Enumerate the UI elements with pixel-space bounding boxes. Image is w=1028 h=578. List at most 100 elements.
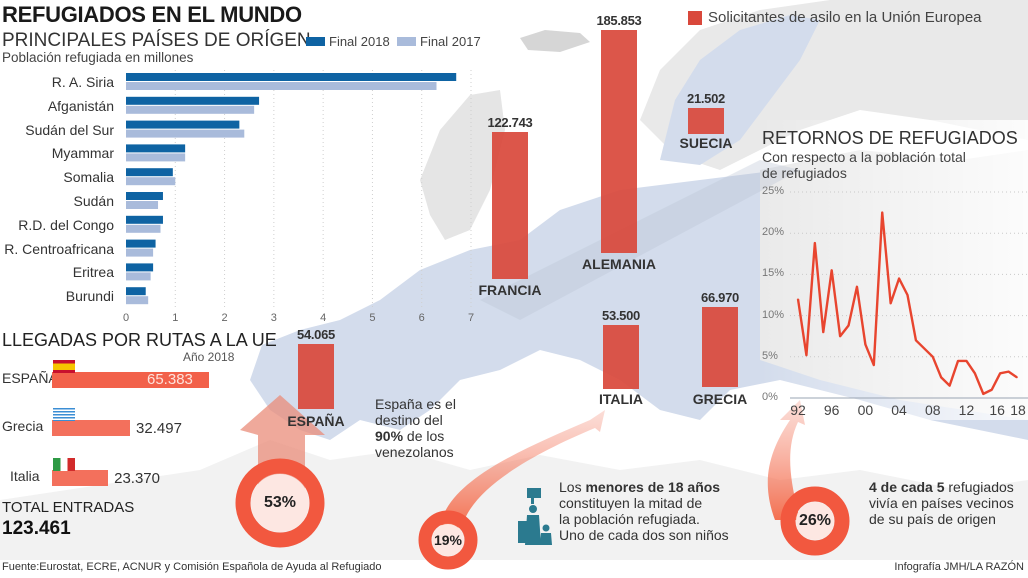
venezuela-note-rest: de los — [403, 428, 445, 444]
returns-point-2011 — [957, 360, 959, 362]
returns-point-1998 — [847, 324, 850, 327]
origin-label-8: Eritrea — [72, 264, 114, 281]
origin-bar-2017-1 — [126, 105, 255, 114]
origin-bar-2018-7 — [126, 239, 156, 248]
neighbors-note: 4 de cada 5 refugiados vivía en países v… — [869, 479, 1014, 527]
asylum-value-francia: 122.743 — [487, 114, 533, 130]
refugee-family-icon — [518, 488, 552, 545]
origin-bar-2017-8 — [126, 272, 151, 281]
asylum-bar-italia — [603, 324, 639, 389]
origin-bar-2017-0 — [126, 82, 437, 90]
route-label-2: Italia — [10, 468, 40, 484]
venezuela-note-line1: España es el — [375, 396, 456, 412]
returns-xtick-00: 00 — [857, 402, 874, 418]
routes-year: Año 2018 — [183, 350, 235, 364]
returns-point-2005 — [906, 294, 909, 296]
returns-point-2000 — [864, 343, 867, 346]
returns-ytick-3: 15% — [762, 267, 785, 280]
origin-bar-2017-5 — [126, 201, 159, 209]
origin-chart-subtitle: Población refugiada en millones — [2, 50, 194, 65]
origin-label-5: Sudán — [73, 193, 114, 209]
minors-note-bold: menores de 18 años — [585, 479, 721, 495]
route-bar-1 — [52, 420, 131, 436]
routes-title: LLEGADAS POR RUTAS A LA UE — [2, 330, 277, 350]
returns-point-2018 — [1016, 376, 1018, 379]
route-value-2: 23.370 — [114, 470, 160, 487]
asylum-value-españa: 54.065 — [297, 327, 335, 343]
returns-xtick-16: 16 — [989, 402, 1005, 418]
returns-point-1996 — [830, 269, 833, 272]
neighbors-note-rest: refugiados — [944, 479, 1014, 495]
asylum-legend: Solicitantes de asilo en la Unión Europe… — [688, 9, 982, 26]
returns-xtick-04: 04 — [891, 402, 907, 418]
origin-label-1: Afganistán — [47, 97, 114, 114]
origin-label-4: Somalia — [63, 169, 114, 186]
route-bar-0 — [52, 372, 209, 388]
legend-label-2018: Final 2018 — [329, 34, 390, 49]
donut-spain — [235, 458, 325, 548]
legend-label-2017: Final 2017 — [420, 34, 481, 49]
origin-bar-2018-5 — [126, 192, 163, 200]
neighbors-note-line1: 4 de cada 5 refugiados — [869, 479, 1014, 495]
asylum-legend-label: Solicitantes de asilo en la Unión Europe… — [708, 9, 982, 26]
greece-flag-icon — [53, 408, 75, 421]
donut-italy-label: 19% — [433, 532, 463, 548]
origin-bar-2017-6 — [126, 224, 161, 233]
returns-point-2017 — [1007, 370, 1010, 373]
returns-point-2008 — [931, 356, 934, 358]
asylum-bar-suecia — [688, 108, 724, 134]
venezuela-note-line4: venezolanos — [375, 444, 454, 460]
origin-xtick-1: 1 — [172, 312, 179, 324]
origin-xtick-6: 6 — [418, 312, 425, 324]
returns-point-1999 — [856, 285, 858, 288]
returns-point-2007 — [923, 347, 926, 350]
origin-bars — [126, 70, 472, 310]
returns-point-2004 — [898, 277, 900, 280]
returns-line-chart — [790, 191, 1028, 399]
returns-xtick-18: 18 — [1010, 402, 1026, 418]
origin-bar-2018-1 — [126, 96, 260, 105]
returns-point-1992 — [797, 298, 799, 300]
returns-point-1994 — [814, 242, 816, 244]
origin-xtick-2: 2 — [221, 312, 228, 324]
spain-flag-icon — [53, 360, 75, 373]
minors-note: Los menores de 18 años constituyen la mi… — [559, 479, 729, 543]
route-value-1: 32.497 — [136, 420, 182, 437]
origin-xtick-4: 4 — [320, 312, 327, 324]
neighbors-note-bold: 4 de cada 5 — [869, 479, 945, 495]
returns-subtitle: Con respecto a la población total de ref… — [762, 149, 966, 181]
origin-label-3: Myammar — [51, 145, 114, 162]
origin-bar-2017-3 — [126, 153, 186, 162]
route-label-0: ESPAÑA — [2, 370, 58, 386]
iceland-shape — [520, 30, 590, 52]
donut-spain-label: 53% — [263, 494, 297, 511]
origin-bar-2017-9 — [126, 296, 149, 305]
asylum-country-grecia: GRECIA — [692, 391, 748, 407]
origin-xtick-3: 3 — [270, 312, 277, 324]
main-title: REFUGIADOS EN EL MUNDO — [2, 2, 302, 27]
neighbors-note-line2: vivía en países vecinos — [869, 495, 1014, 511]
total-entries-label: TOTAL ENTRADAS — [2, 499, 135, 516]
donut-greece-label: 26% — [798, 512, 832, 529]
returns-point-2013 — [974, 372, 976, 375]
origin-bar-2018-6 — [126, 215, 163, 224]
venezuela-note: España es el destino del 90% de los vene… — [375, 396, 456, 460]
asylum-country-españa: ESPAÑA — [287, 413, 345, 429]
credit-footer: Infografía JMH/LA RAZÓN — [894, 561, 1024, 573]
origin-bar-chart: R. A. Siria Afganistán Sudán del Sur Myamma… — [0, 70, 480, 330]
returns-point-2010 — [948, 384, 951, 387]
donut-italy — [418, 510, 478, 570]
returns-xtick-12: 12 — [958, 402, 975, 418]
greece-route-arrow — [767, 400, 805, 520]
minors-note-line3: la población refugiada. — [559, 511, 700, 527]
asylum-value-grecia: 66.970 — [701, 289, 739, 305]
origin-label-0: R. A. Siria — [51, 74, 114, 90]
route-bar-2 — [52, 470, 109, 486]
returns-point-1997 — [839, 335, 841, 337]
returns-point-2014 — [982, 393, 985, 395]
origin-bar-2018-8 — [126, 263, 154, 272]
origin-label-2: Sudán del Sur — [25, 121, 114, 138]
minors-note-line2: constituyen la mitad de — [559, 495, 703, 511]
returns-axis-labels: 0% 5% 10% 15% 20% 25% 92 96 00 04 08 12 16 18 — [740, 180, 1028, 420]
